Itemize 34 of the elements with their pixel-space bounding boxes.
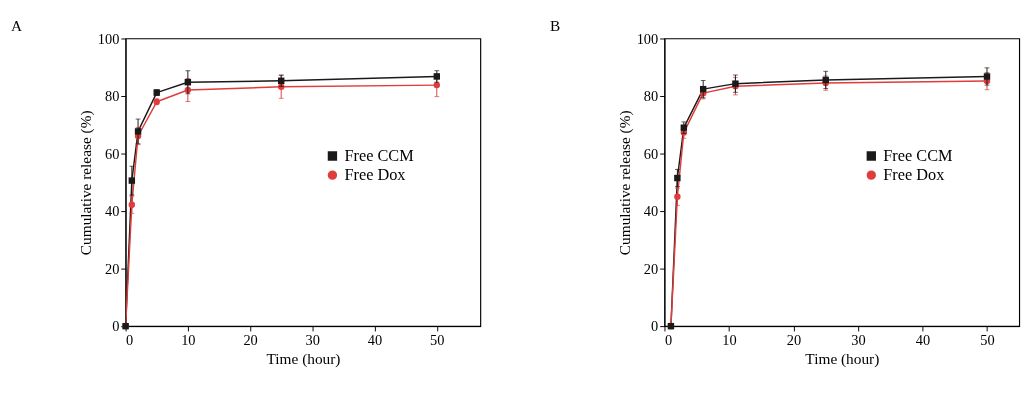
- y-tick-label: 20: [643, 260, 659, 277]
- y-tick-label: 60: [643, 145, 659, 162]
- y-tick-label: 80: [643, 88, 659, 105]
- x-tick-label: 40: [915, 331, 931, 348]
- x-axis-title: Time (hour): [805, 350, 880, 369]
- x-tick-label: 20: [243, 331, 258, 348]
- x-tick-label: 0: [126, 331, 134, 348]
- x-tick-label: 30: [851, 331, 866, 348]
- y-tick-label: 40: [643, 203, 659, 220]
- x-tick-label: 10: [181, 331, 196, 348]
- x-axis-title: Time (hour): [266, 350, 341, 369]
- y-tick-label: 100: [636, 30, 659, 47]
- x-tick-label: 30: [305, 331, 320, 348]
- y-tick-label: 20: [105, 260, 120, 277]
- legend-label: Free Dox: [883, 164, 945, 184]
- x-tick-label: 20: [786, 331, 802, 348]
- legend-label: Free CCM: [344, 145, 415, 165]
- legend-label: Free CCM: [883, 145, 954, 165]
- chart-title: B: [549, 16, 561, 34]
- y-tick-label: 100: [97, 30, 120, 47]
- chart-title: A: [11, 16, 23, 34]
- x-tick-label: 10: [722, 331, 737, 348]
- x-tick-label: 50: [430, 331, 445, 348]
- y-tick-label: 40: [105, 203, 120, 220]
- y-tick-label: 80: [105, 88, 120, 105]
- y-tick-label: 0: [651, 318, 659, 335]
- x-tick-label: 40: [367, 331, 383, 348]
- y-tick-label: 60: [105, 145, 120, 162]
- x-tick-label: 0: [664, 331, 673, 348]
- y-tick-label: 0: [112, 318, 120, 335]
- y-axis-title: Cumulative release (%): [615, 110, 634, 256]
- legend-label: Free Dox: [344, 164, 406, 184]
- y-axis-title: Cumulative release (%): [77, 110, 96, 256]
- x-tick-label: 50: [980, 331, 995, 348]
